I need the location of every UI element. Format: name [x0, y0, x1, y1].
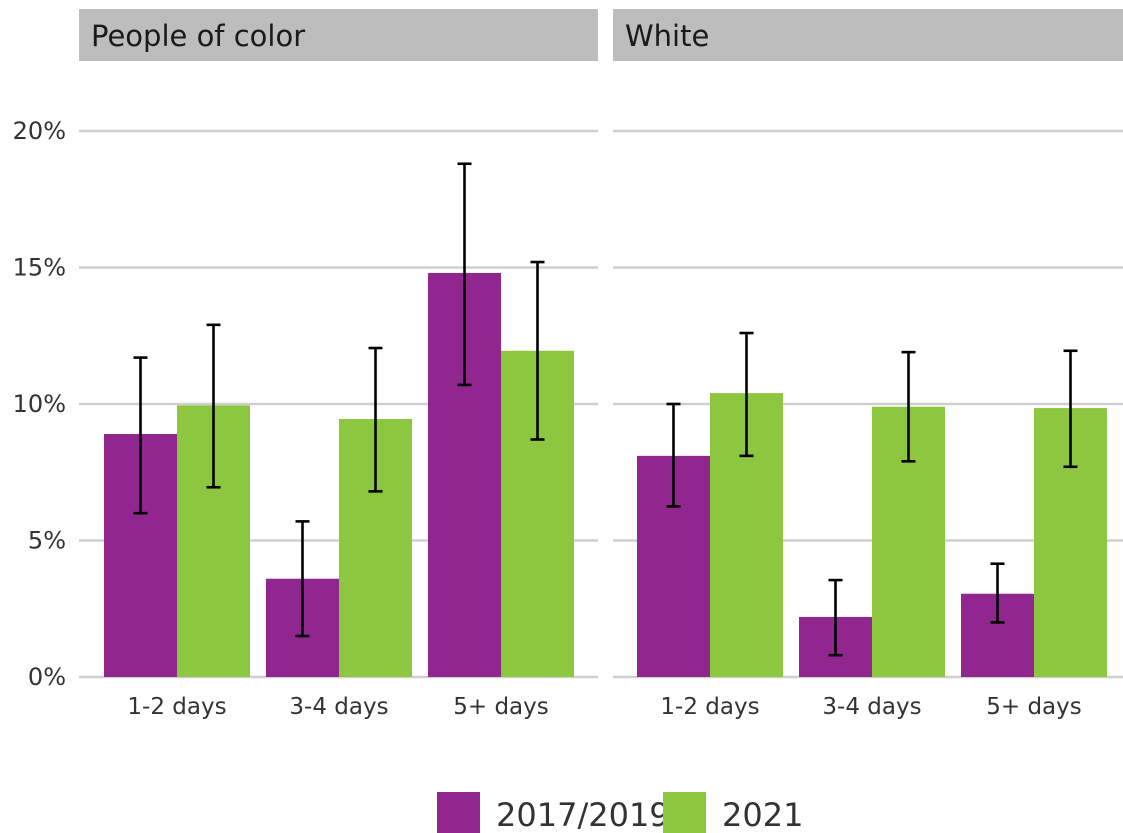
x-tick-label: 1-2 days: [127, 694, 226, 720]
x-tick-label: 5+ days: [453, 694, 549, 720]
panel-title: White: [625, 19, 709, 53]
panel-strip-white: [613, 9, 1123, 61]
y-tick-label: 0%: [28, 663, 66, 691]
legend-label: 2017/2019: [496, 796, 670, 833]
y-tick-label: 5%: [28, 527, 66, 555]
panel-title: People of color: [91, 19, 305, 53]
legend-swatch-2021: [663, 792, 706, 833]
x-tick-label: 1-2 days: [660, 694, 759, 720]
y-tick-label: 20%: [13, 117, 66, 145]
x-tick-label: 3-4 days: [289, 694, 388, 720]
x-tick-label: 3-4 days: [822, 694, 921, 720]
legend-label: 2021: [722, 796, 803, 833]
panel-strip-people-of-color: [79, 9, 598, 61]
y-tick-label: 10%: [13, 390, 66, 418]
legend-swatch-2017-2019: [437, 792, 480, 833]
y-tick-label: 15%: [13, 254, 66, 282]
x-tick-label: 5+ days: [986, 694, 1082, 720]
